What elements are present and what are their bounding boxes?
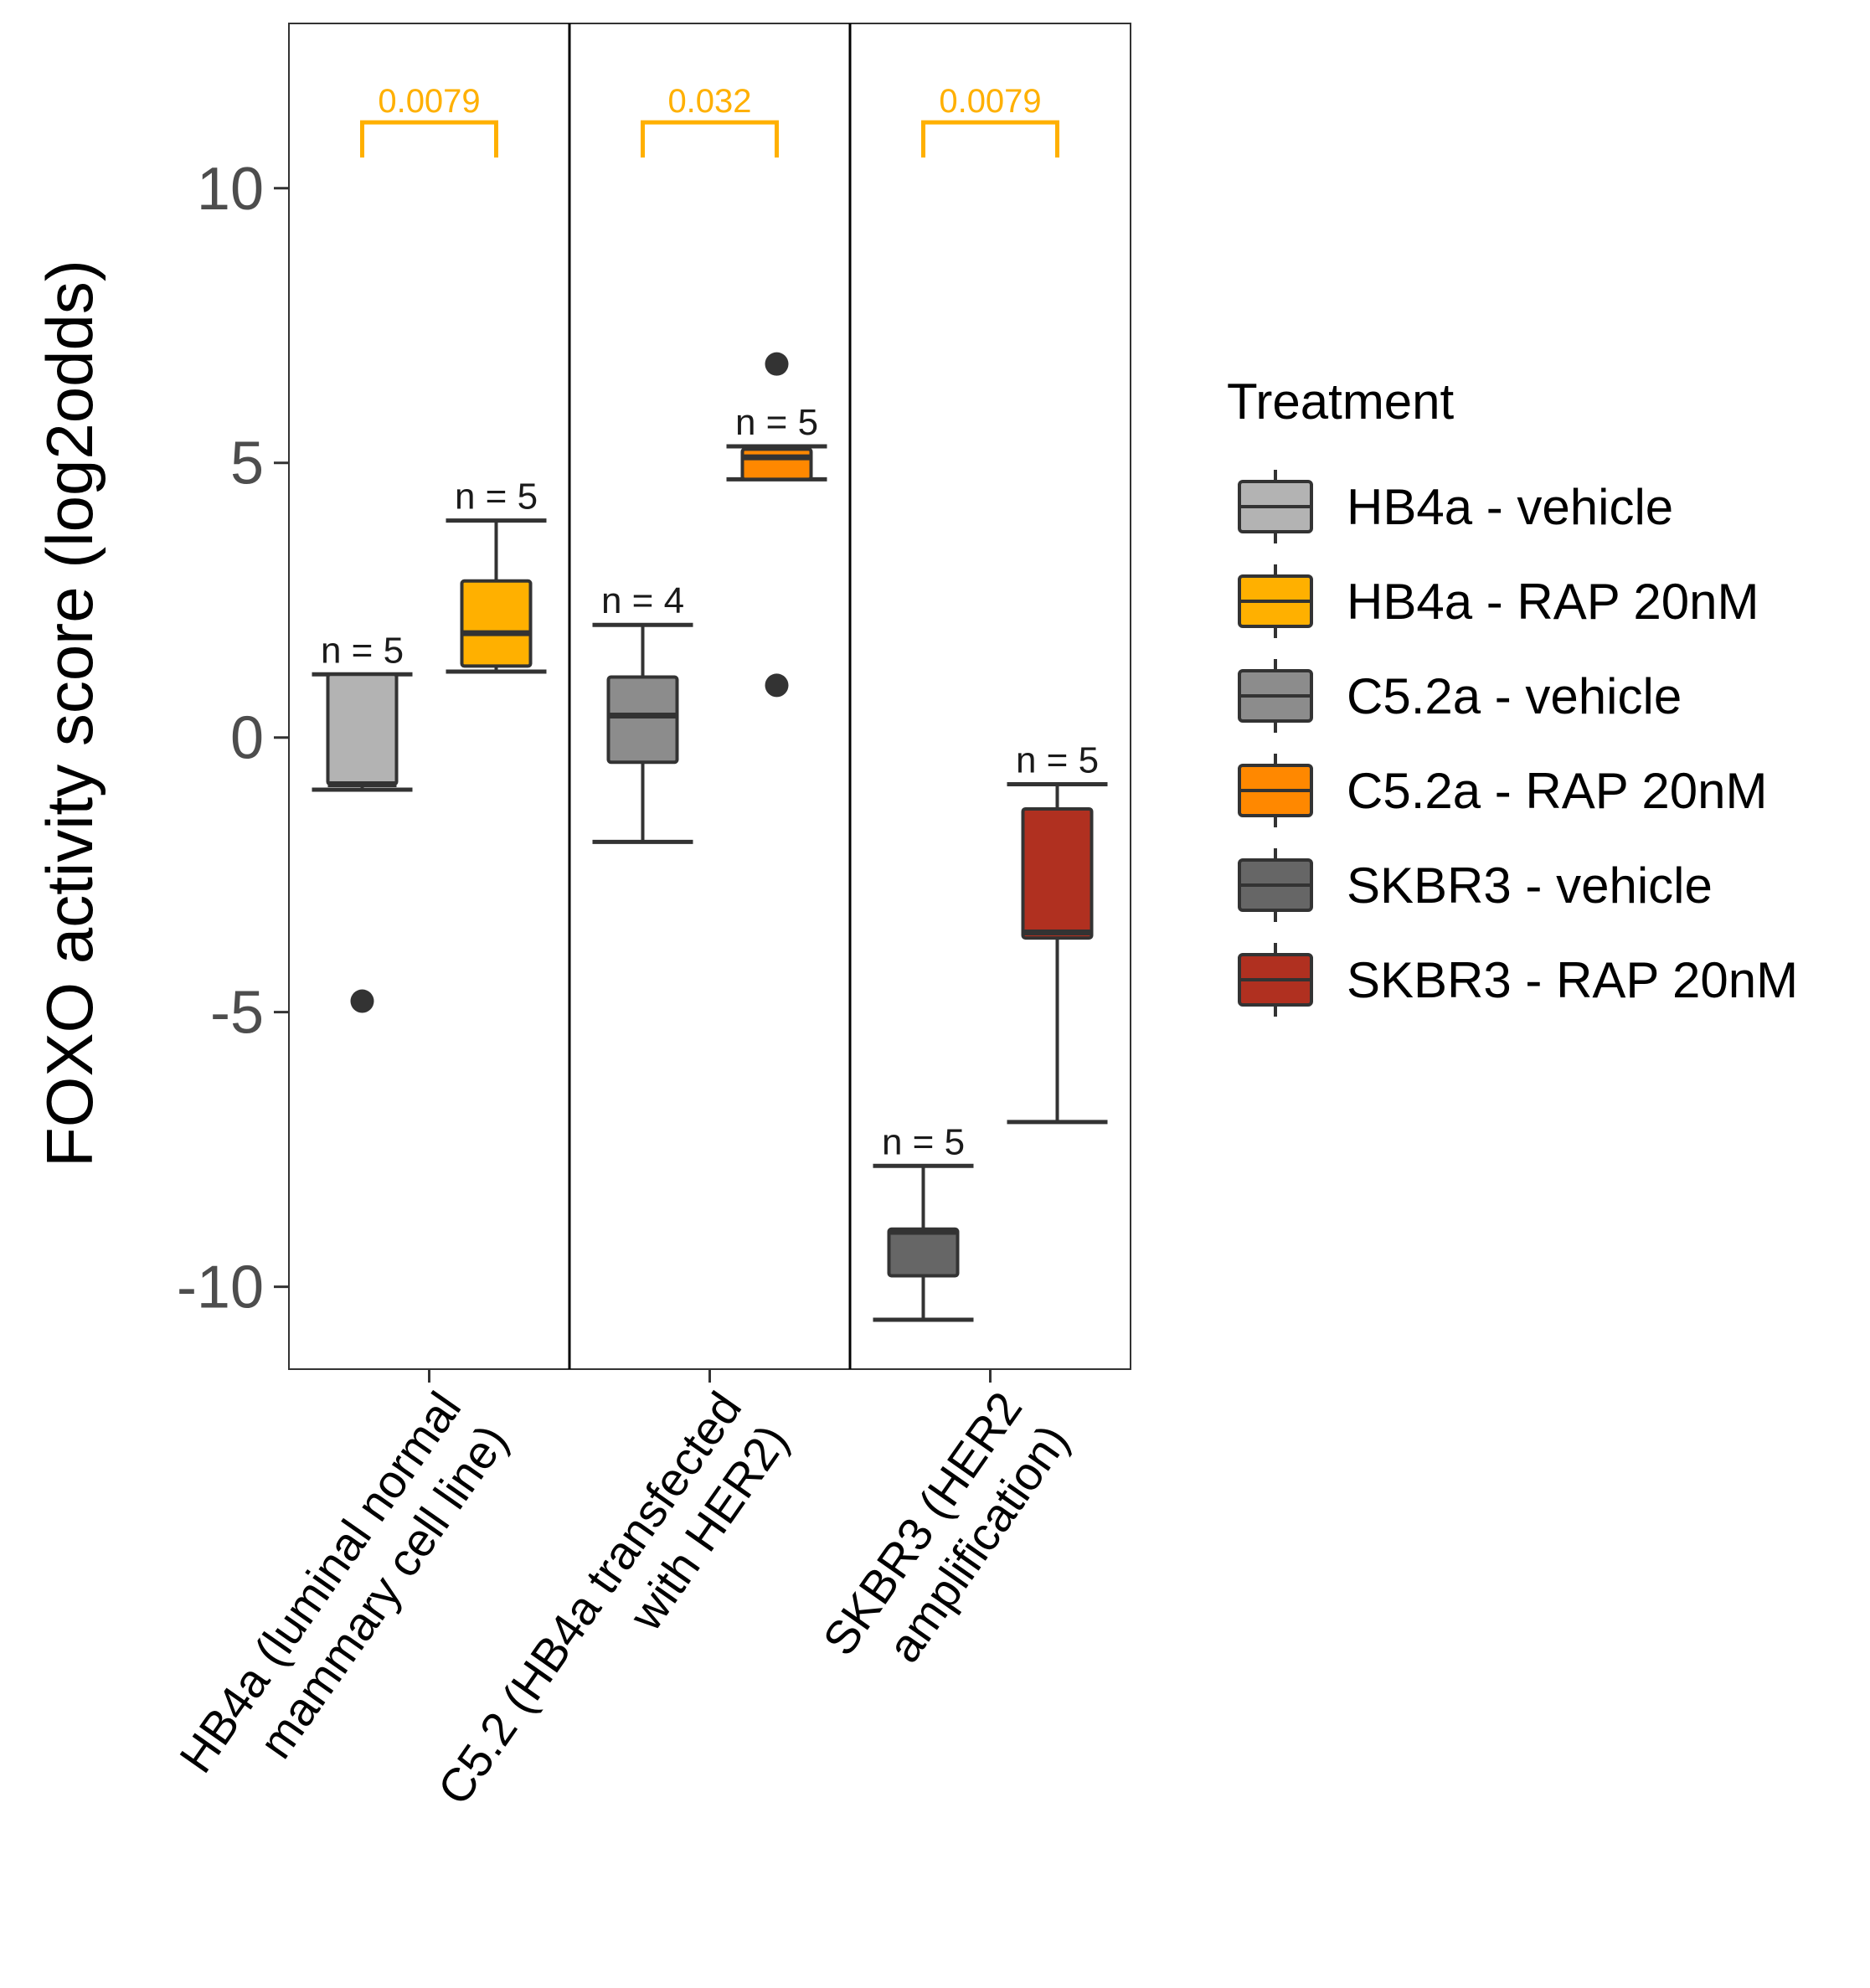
pvalue-bracket [360,120,498,158]
x-tick-label: SKBR3 (HER2amplification) [812,1383,1079,1697]
y-tick-label: -5 [210,980,264,1047]
box-hb4a-rap-20nm [460,579,533,668]
n-label: n = 5 [735,402,818,443]
n-label: n = 5 [882,1121,965,1162]
box-skbr3-vehicle [887,1227,960,1278]
pvalue-label: 0.032 [667,83,751,120]
y-axis-label: FOXO activity score (log2odds) [33,260,106,1167]
y-tick-label: 10 [197,156,264,223]
plot-panel-border [288,23,1131,1370]
legend-label: SKBR3 - vehicle [1347,858,1713,914]
n-label: n = 5 [455,476,538,518]
pvalue-label: 0.0079 [378,83,480,120]
y-tick-label: 0 [230,705,264,772]
n-label: n = 5 [321,630,404,671]
legend-label: HB4a - RAP 20nM [1347,574,1759,630]
y-tick-label: 5 [230,430,264,497]
legend-label: HB4a - vehicle [1347,479,1673,535]
pvalue-bracket [641,120,779,158]
legend-label: SKBR3 - RAP 20nM [1347,952,1798,1008]
box-hb4a-vehicle [326,672,399,786]
legend-label: C5.2a - RAP 20nM [1347,763,1767,819]
n-label: n = 5 [1016,739,1099,780]
pvalue-bracket [921,120,1059,158]
legend-title: Treatment [1227,373,1455,430]
y-tick-label: -10 [177,1254,264,1321]
box-c5-2a-vehicle [606,675,679,765]
plot-area: n = 5 n = 5 n = 4 n = 5 n = 5 n = 5 0.0079 0.03… [312,83,1108,1322]
legend: Treatment HB4a - vehicle HB4a - RAP 20nM C… [1227,373,1798,1017]
box-c5-2a-rap-20nm [740,447,813,482]
outlier-point [765,673,789,698]
n-label: n = 4 [601,580,684,621]
box-skbr3-rap-20nm [1021,806,1094,940]
outlier-point [765,352,789,376]
outlier-point [350,989,374,1013]
legend-label: C5.2a - vehicle [1347,668,1682,724]
pvalue-label: 0.0079 [939,83,1041,120]
